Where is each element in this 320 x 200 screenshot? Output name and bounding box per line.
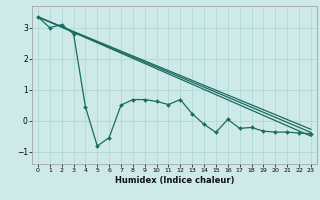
X-axis label: Humidex (Indice chaleur): Humidex (Indice chaleur) bbox=[115, 176, 234, 185]
